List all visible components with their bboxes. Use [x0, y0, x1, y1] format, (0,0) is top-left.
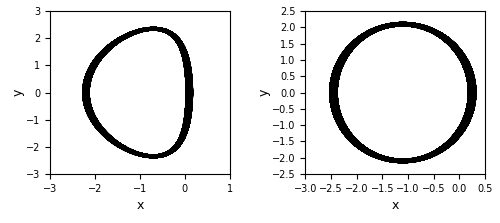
X-axis label: x: x — [392, 199, 399, 212]
Y-axis label: y: y — [12, 89, 24, 96]
Y-axis label: y: y — [258, 89, 270, 96]
X-axis label: x: x — [136, 199, 143, 212]
